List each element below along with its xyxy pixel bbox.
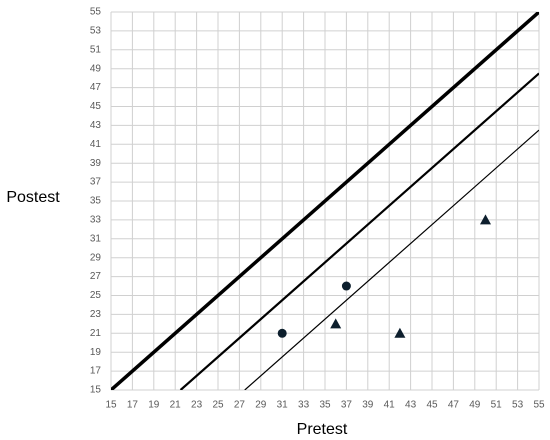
y-tick-label: 51 xyxy=(90,44,102,55)
point xyxy=(480,214,491,225)
y-tick-label: 19 xyxy=(90,347,102,358)
x-tick-label: 29 xyxy=(255,400,267,411)
x-tick-label: 17 xyxy=(127,400,139,411)
x-tick-label: 15 xyxy=(105,400,117,411)
x-tick-label: 25 xyxy=(212,400,224,411)
y-tick-label: 15 xyxy=(90,385,102,396)
y-tick-label: 45 xyxy=(90,101,102,112)
reference-line xyxy=(244,129,539,390)
x-tick-label: 49 xyxy=(469,400,481,411)
x-tick-label: 23 xyxy=(191,400,203,411)
x-tick-label: 39 xyxy=(362,400,374,411)
x-tick-label: 27 xyxy=(234,400,246,411)
point xyxy=(277,328,287,338)
y-tick-label: 55 xyxy=(90,7,102,18)
x-tick-label: 45 xyxy=(426,400,438,411)
y-tick-label: 31 xyxy=(90,233,102,244)
y-tick-label: 43 xyxy=(90,120,102,131)
point xyxy=(341,281,351,291)
y-tick-label: 17 xyxy=(90,366,102,377)
reference-line xyxy=(179,72,539,390)
y-tick-label: 47 xyxy=(90,82,102,93)
y-tick-label: 27 xyxy=(90,271,102,282)
x-tick-label: 55 xyxy=(533,400,545,411)
x-tick-label: 31 xyxy=(277,400,289,411)
x-axis-label: Pretest xyxy=(297,421,348,438)
x-tick-label: 51 xyxy=(491,400,503,411)
reference-line xyxy=(111,12,539,390)
y-tick-label: 23 xyxy=(90,309,102,320)
x-tick-label: 19 xyxy=(148,400,160,411)
y-tick-label: 21 xyxy=(90,328,102,339)
y-tick-label: 25 xyxy=(90,290,102,301)
y-tick-label: 33 xyxy=(90,215,102,226)
x-tick-label: 37 xyxy=(341,400,353,411)
y-tick-label: 41 xyxy=(90,139,102,150)
x-tick-label: 43 xyxy=(405,400,417,411)
point xyxy=(330,318,342,329)
y-tick-label: 39 xyxy=(90,158,102,169)
y-tick-label: 29 xyxy=(90,252,102,263)
y-tick-label: 53 xyxy=(90,26,102,37)
point xyxy=(394,327,406,338)
x-tick-label: 41 xyxy=(384,400,396,411)
x-tick-label: 53 xyxy=(512,400,524,411)
x-tick-label: 47 xyxy=(448,400,460,411)
x-tick-label: 33 xyxy=(298,400,310,411)
x-tick-label: 21 xyxy=(170,400,182,411)
y-tick-label: 49 xyxy=(90,63,102,74)
y-tick-label: 37 xyxy=(90,177,102,188)
y-tick-label: 35 xyxy=(90,196,102,207)
y-axis-label: Postest xyxy=(6,189,60,206)
x-tick-label: 35 xyxy=(319,400,331,411)
